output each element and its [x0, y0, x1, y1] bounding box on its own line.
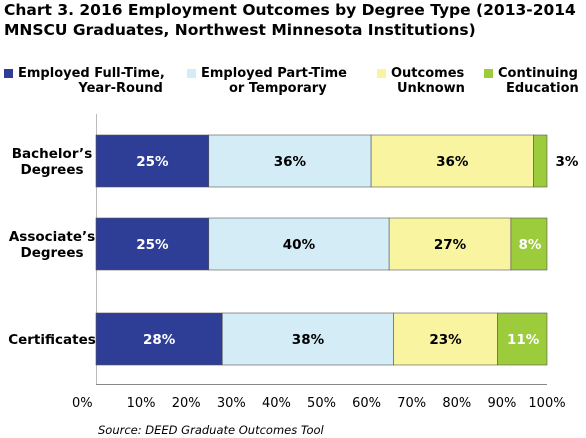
legend-label-line: Employed Full-Time,: [18, 66, 165, 81]
legend-label-employed-part-time: Employed Part-Time or Temporary: [201, 66, 347, 96]
bar-segment: [95, 134, 210, 188]
chart-title-line-2: MNSCU Graduates, Northwest Minnesota Ins…: [4, 21, 476, 39]
chart-title-line-1: Chart 3. 2016 Employment Outcomes by Deg…: [4, 1, 576, 19]
data-label: 25%: [136, 237, 169, 253]
category-label: Associate’s: [9, 229, 95, 245]
legend-swatch-outcomes-unknown: [377, 69, 386, 78]
bar-segment: [95, 217, 210, 271]
bar-segment: [393, 312, 498, 366]
x-tick-label: 30%: [217, 396, 246, 411]
bar-segment: [497, 312, 548, 366]
category-label: Degrees: [20, 162, 83, 178]
chart-title: Chart 3. 2016 Employment Outcomes by Deg…: [4, 0, 584, 40]
legend-label-line: Continuing: [498, 66, 578, 81]
data-label: 40%: [283, 237, 316, 253]
legend-swatch-employed-part-time: [187, 69, 196, 78]
legend-label-line: Outcomes: [391, 66, 465, 81]
category-label: Certificates: [8, 332, 96, 348]
x-tick-label: 0%: [72, 396, 93, 411]
x-tick-label: 20%: [172, 396, 201, 411]
data-label: 28%: [143, 332, 176, 348]
bar-segment: [370, 134, 534, 188]
legend-label-line: Employed Part-Time: [201, 66, 347, 81]
data-label: 36%: [436, 154, 469, 170]
bar-segment: [510, 217, 548, 271]
legend-label-continuing-education: Continuing Education: [498, 66, 579, 96]
data-label: 8%: [518, 237, 541, 253]
legend-label-outcomes-unknown: Outcomes Unknown: [391, 66, 465, 96]
data-label: 25%: [136, 154, 169, 170]
legend-swatch-continuing-education: [484, 69, 493, 78]
data-label: 23%: [429, 332, 462, 348]
legend-label-line: or Temporary: [229, 81, 327, 96]
bar-segment: [221, 312, 394, 366]
legend-swatch-employed-full-time: [4, 69, 13, 78]
x-tick-label: 90%: [487, 396, 516, 411]
bar-segment: [208, 134, 372, 188]
x-tick-label: 50%: [307, 396, 336, 411]
x-tick-label: 40%: [262, 396, 291, 411]
x-tick-label: 70%: [397, 396, 426, 411]
data-label: 27%: [434, 237, 467, 253]
x-tick-label: 10%: [127, 396, 156, 411]
data-label: 38%: [292, 332, 325, 348]
bar-segment: [388, 217, 512, 271]
legend-label-line: Unknown: [397, 81, 465, 96]
data-label: 11%: [507, 332, 540, 348]
x-tick-label: 100%: [528, 396, 565, 411]
legend-label-line: Year-Round: [78, 81, 163, 96]
source-note: Source: DEED Graduate Outcomes Tool: [98, 423, 324, 437]
category-label: Bachelor’s: [12, 146, 92, 162]
bar-segment: [208, 217, 390, 271]
data-label: 3%: [556, 154, 579, 170]
legend-label-employed-full-time: Employed Full-Time, Year-Round: [18, 66, 165, 96]
bar-segment: [95, 312, 223, 366]
legend-label-line: Education: [506, 81, 579, 96]
category-label: Degrees: [20, 245, 83, 261]
x-tick-label: 60%: [352, 396, 381, 411]
bar-segment: [533, 134, 548, 188]
x-tick-label: 80%: [442, 396, 471, 411]
data-label: 36%: [274, 154, 307, 170]
